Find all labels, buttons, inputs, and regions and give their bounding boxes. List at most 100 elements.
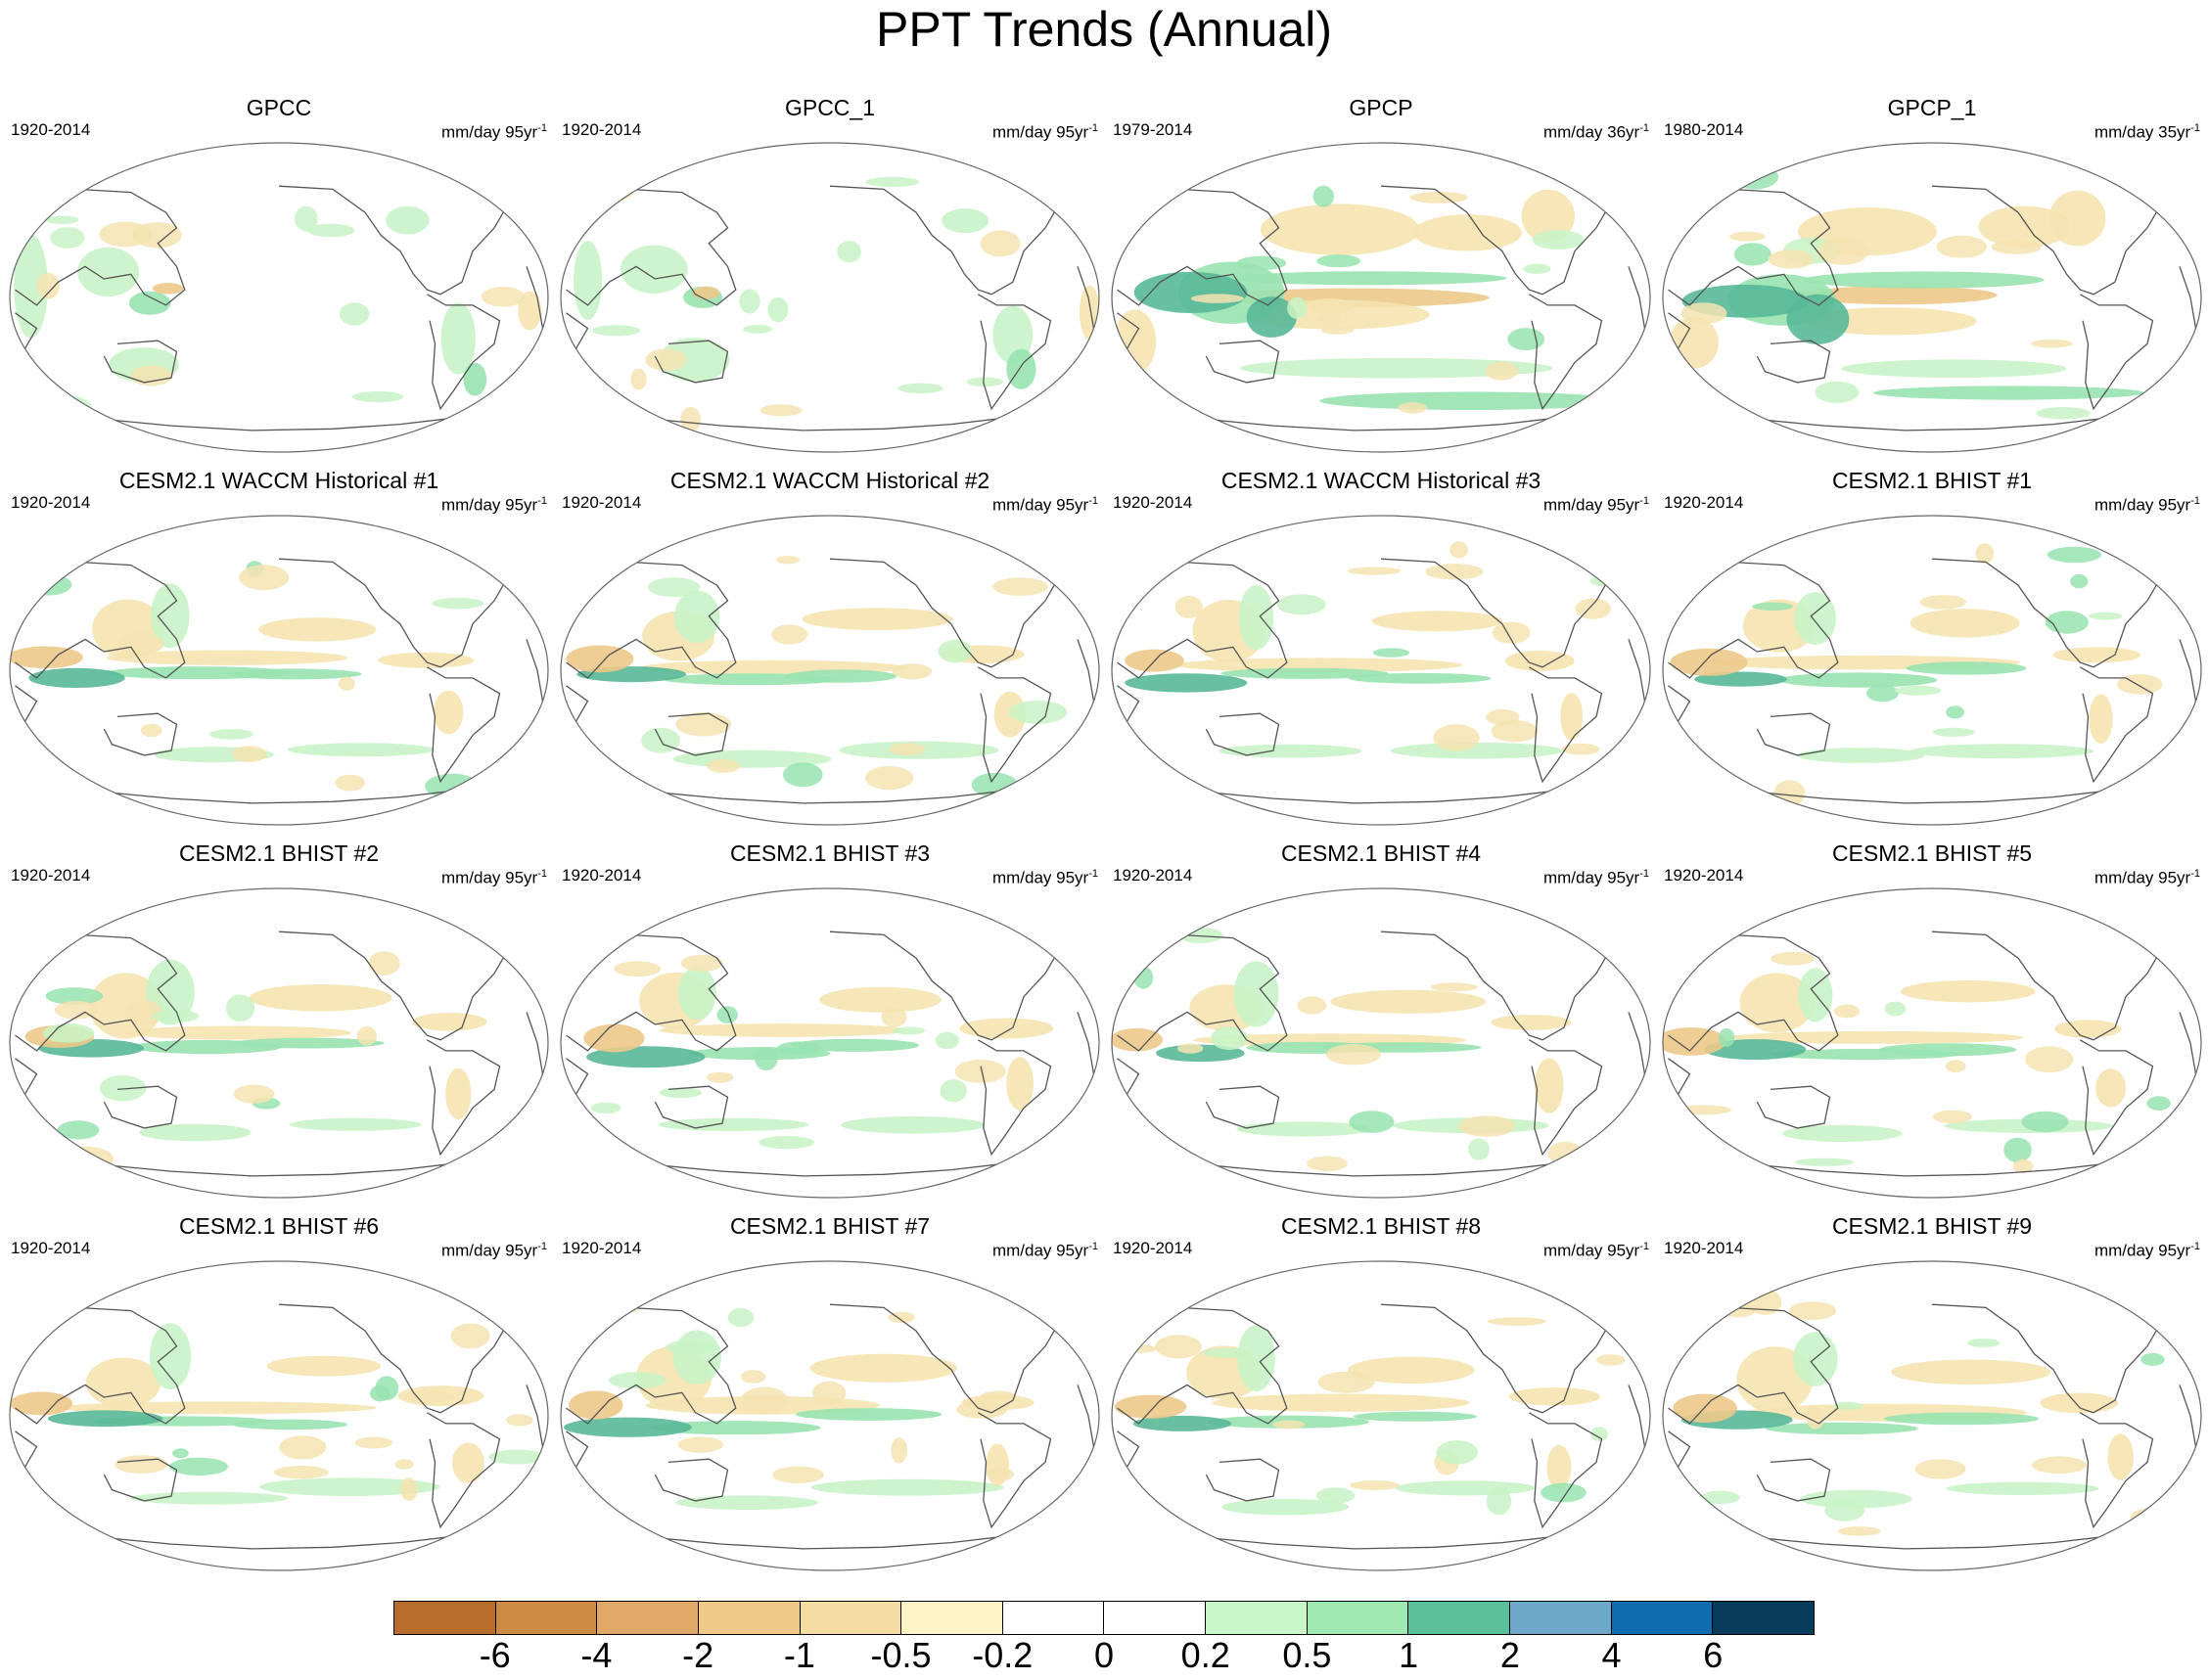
trend-anomaly-patch [1978, 205, 2071, 248]
trend-anomaly-patch [231, 746, 267, 762]
trend-anomaly-patch [1891, 1359, 2051, 1385]
trend-anomaly-patch [57, 1120, 100, 1140]
map-panel: CESM2.1 BHIST #9 1920-2014 mm/day 95yr-1 [1658, 1213, 2206, 1575]
map-svg [1111, 515, 1651, 826]
trend-anomaly-patch [1535, 1058, 1564, 1113]
trend-anomaly-patch [1236, 255, 1287, 271]
trend-anomaly-patch [233, 1084, 275, 1104]
trend-anomaly-patch [209, 729, 253, 740]
trend-anomaly-patch [897, 383, 943, 394]
trend-anomaly-patch [354, 1436, 392, 1449]
trend-anomaly-patch [2032, 1456, 2087, 1475]
trend-anomaly-patch [1726, 1030, 2024, 1044]
trend-anomaly-patch [490, 931, 544, 955]
trend-anomaly-patch [1492, 621, 1531, 644]
antarctica-coastline [1192, 1162, 1556, 1177]
trend-anomaly-patch [1729, 231, 1766, 242]
trend-anomaly-patch [294, 205, 318, 232]
trend-anomaly-patch [1872, 386, 2145, 400]
trend-anomaly-patch [1287, 296, 1308, 319]
trend-anomaly-patch [1307, 1156, 1348, 1171]
map-panel: CESM2.1 BHIST #2 1920-2014 mm/day 95yr-1 [5, 840, 553, 1203]
asia-coastline [1117, 1306, 1288, 1425]
antarctica-coastline [1743, 1162, 2107, 1177]
south-america-coastline [2079, 1039, 2154, 1157]
north-america-coastline [278, 558, 509, 668]
trend-anomaly-patch [771, 624, 808, 645]
coastlines [1112, 155, 1646, 431]
trend-anomaly-patch [1349, 1111, 1395, 1133]
map-svg [1662, 142, 2202, 453]
greenland-coastline [467, 155, 509, 191]
panel-title: CESM2.1 BHIST #7 [729, 1213, 931, 1239]
trend-anomaly-patch [775, 556, 801, 565]
panel-units-exponent: -1 [2190, 868, 2200, 880]
trend-anomaly-patch [881, 1007, 907, 1027]
trend-field [563, 1287, 1035, 1510]
trend-anomaly-patch [432, 598, 484, 610]
trend-anomaly-patch [1112, 1027, 1163, 1052]
greenland-coastline [2120, 900, 2162, 936]
asia-coastline [1117, 933, 1288, 1052]
trend-anomaly-patch [45, 215, 79, 225]
trend-anomaly-patch [1317, 1371, 1375, 1393]
trend-anomaly-patch [865, 176, 919, 188]
asia-coastline [1668, 933, 1839, 1052]
map-svg [9, 142, 549, 453]
australia-coastline [1205, 340, 1280, 384]
trend-anomaly-patch [675, 1495, 819, 1510]
asia-coastline [566, 188, 737, 306]
colorbar-swatch [1611, 1602, 1714, 1634]
antarctica-coastline [1192, 1535, 1556, 1550]
trend-anomaly-patch [592, 325, 641, 337]
trend-anomaly-patch [227, 668, 362, 680]
trend-anomaly-patch [888, 1311, 915, 1323]
trend-anomaly-patch [665, 1339, 716, 1354]
colorbar-label: 0.2 [1180, 1635, 1230, 1675]
panel-title: CESM2.1 BHIST #5 [1831, 840, 2033, 866]
trend-anomaly-patch [54, 1000, 99, 1020]
trend-anomaly-patch [707, 1071, 734, 1083]
greenland-coastline [2120, 155, 2162, 191]
trend-anomaly-patch [1748, 1289, 1782, 1315]
trend-anomaly-patch [1508, 1387, 1601, 1406]
trend-anomaly-patch [1884, 1001, 1907, 1017]
trend-anomaly-patch [1765, 1422, 1918, 1434]
panel-units-exponent: -1 [1639, 868, 1649, 880]
colorbar-swatch [1104, 1602, 1207, 1634]
trend-anomaly-patch [2040, 1392, 2119, 1414]
panel-units-exponent: -1 [537, 1241, 547, 1252]
trend-anomaly-patch [1919, 595, 1966, 610]
map-panel: CESM2.1 BHIST #7 1920-2014 mm/day 95yr-1 [556, 1213, 1104, 1575]
panel-units-exponent: -1 [1639, 495, 1649, 507]
australia-coastline [654, 712, 729, 756]
trend-anomaly-patch [1320, 326, 1354, 335]
panel-units-exponent: -1 [537, 868, 547, 880]
trend-anomaly-patch [658, 1117, 809, 1131]
trend-anomaly-patch [259, 1477, 440, 1496]
trend-anomaly-patch [2140, 1352, 2165, 1366]
australia-coastline [654, 340, 729, 384]
map-boundary [1111, 515, 1651, 826]
trend-anomaly-patch [1768, 250, 1815, 269]
colorbar-label: -0.5 [870, 1635, 932, 1675]
trend-anomaly-patch [1458, 1115, 1516, 1137]
map-boundary [1111, 142, 1651, 453]
trend-anomaly-patch [1468, 1138, 1490, 1160]
map-panel: CESM2.1 WACCM Historical #1 1920-2014 mm/d… [5, 468, 553, 830]
trend-anomaly-patch [1967, 1339, 2001, 1347]
greenland-coastline [1569, 900, 1611, 936]
trend-anomaly-patch [1297, 996, 1327, 1015]
panel-title: CESM2.1 BHIST #8 [1280, 1213, 1482, 1239]
colorbar-label: -4 [580, 1635, 613, 1675]
panel-title: CESM2.1 WACCM Historical #2 [669, 468, 990, 493]
australia-coastline [103, 340, 178, 384]
trend-anomaly-patch [28, 667, 125, 688]
panel-units-text: mm/day 36yr [1542, 122, 1640, 142]
colorbar: -6 -4 -2 -1 -0.5 -0.2 0 0.2 0.5 1 2 4 6 [0, 1595, 2208, 1680]
south-america-coastline [977, 1039, 1052, 1157]
greenland-coastline [1569, 1273, 1611, 1309]
trend-anomaly-patch [1160, 543, 1194, 554]
asia-coastline [15, 188, 186, 306]
trend-anomaly-patch [980, 230, 1021, 257]
